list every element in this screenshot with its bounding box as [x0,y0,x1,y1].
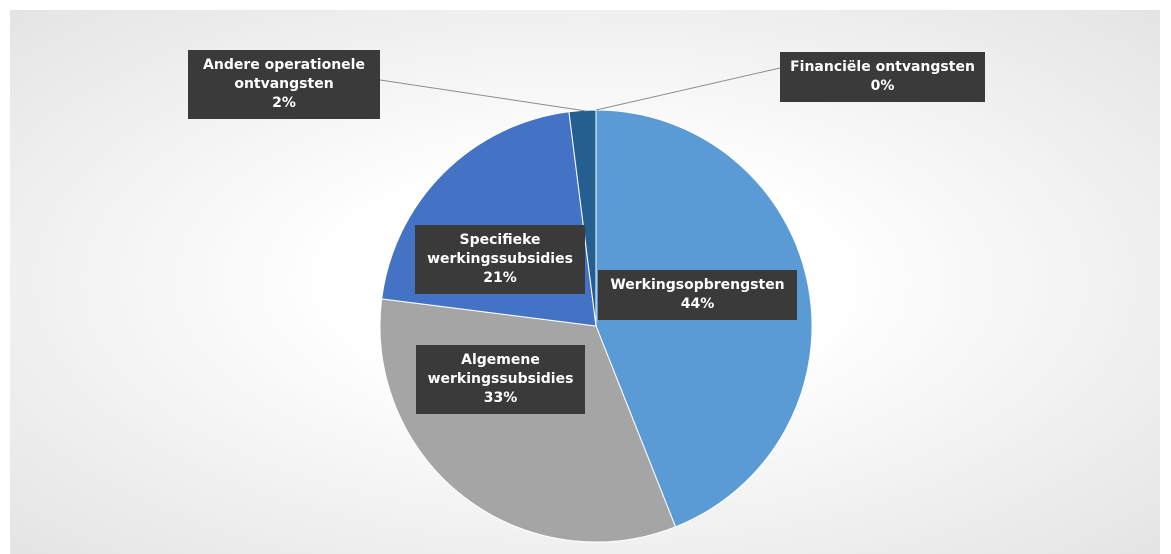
value-label: 21% [483,270,517,286]
category-label: Financiële ontvangsten [790,59,975,75]
value-label: 44% [680,296,715,312]
value-label: 33% [483,390,518,406]
data-label: Algemene werkingssubsidies 33% [416,345,585,414]
value-label: 2% [272,95,296,111]
category-label: Werkingsopbrengsten [610,277,785,293]
leader-line [379,79,587,112]
data-label: Andere operationele ontvangsten 2% [188,50,380,119]
value-label: 0% [870,78,895,94]
leader-line [595,67,781,111]
category-label: Andere operationele ontvangsten [203,57,365,92]
category-label: Algemene werkingssubsidies [427,352,574,387]
category-label: Specifieke werkingssubsidies [427,232,573,267]
data-label: Financiële ontvangsten 0% [780,52,985,102]
data-label: Werkingsopbrengsten 44% [598,270,797,320]
data-label: Specifieke werkingssubsidies 21% [415,225,585,294]
